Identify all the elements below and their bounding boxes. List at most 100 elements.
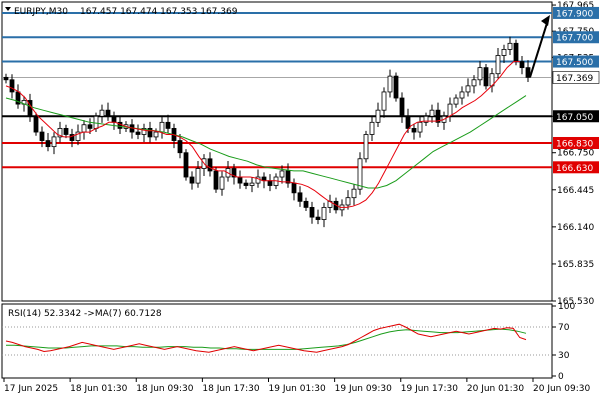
- candle-body: [399, 97, 405, 117]
- candle-body: [87, 124, 93, 129]
- candle-body: [411, 128, 417, 133]
- candle-body: [135, 131, 141, 135]
- current-price-label: 167.369: [556, 74, 593, 84]
- price-axis-tick-label: 165.835: [557, 260, 594, 270]
- candle-body: [147, 128, 153, 138]
- rsi-header: RSI(14) 52.3342 ->MA(7) 60.7128: [8, 309, 162, 319]
- candle-body: [447, 103, 453, 117]
- rsi-axis-tick-label: 30: [558, 351, 570, 361]
- rsi-ma-line: [6, 328, 527, 350]
- candle-body: [93, 115, 99, 129]
- candle-body: [423, 115, 429, 123]
- rsi-plot-layer: [2, 323, 552, 356]
- candle-body: [507, 42, 513, 50]
- candle-body: [69, 134, 75, 141]
- candle-body: [3, 76, 9, 81]
- level-label: 166.830: [556, 139, 593, 149]
- time-axis-tick-label: 19 Jun 17:30: [401, 384, 458, 394]
- rsi-line: [5, 323, 527, 353]
- price-axis-tick-label: 165.530: [557, 297, 594, 307]
- candle-body: [435, 109, 441, 123]
- candle-body: [195, 168, 201, 184]
- level-label: 167.700: [556, 34, 593, 44]
- candle-body: [141, 128, 147, 135]
- candle-body: [525, 67, 531, 78]
- candle-body: [213, 170, 219, 190]
- candle-body: [231, 168, 237, 178]
- candle-body: [321, 207, 327, 220]
- current-price-badge: [552, 71, 600, 84]
- candle-body: [495, 55, 501, 75]
- time-axis-tick-label: 19 Jun 01:30: [269, 384, 326, 394]
- candle-body: [309, 207, 315, 218]
- candle-body: [39, 131, 45, 141]
- rsi-axis-tick-label: 70: [558, 323, 570, 333]
- time-axis-tick-label: 17 Jun 2025: [4, 384, 58, 394]
- candle-body: [381, 91, 387, 111]
- price-axis-tick-label: 166.750: [557, 149, 594, 159]
- ma-fast-line: [5, 61, 520, 208]
- candle-body: [63, 128, 69, 135]
- time-axis-tick-label: 18 Jun 17:30: [202, 384, 259, 394]
- ma-slow-line: [5, 95, 527, 189]
- candle-body: [501, 49, 507, 56]
- symbol-timeframe: EURJPY,M30: [14, 7, 68, 17]
- candle-body: [513, 42, 519, 62]
- candle-body: [315, 216, 321, 220]
- candle-body: [363, 134, 369, 160]
- time-axis-tick-label: 18 Jun 01:30: [70, 384, 127, 394]
- price-axis-tick-label: 167.965: [557, 1, 594, 11]
- candle-body: [357, 158, 363, 190]
- main-plot-frame: [1, 1, 553, 302]
- time-axis-tick-label: 18 Jun 09:30: [136, 384, 193, 394]
- candle-body: [45, 140, 51, 148]
- candle-body: [249, 182, 255, 186]
- candle-body: [465, 85, 471, 93]
- main-plot-layer: [2, 11, 552, 228]
- time-axis-tick-label: 20 Jun 09:30: [533, 384, 590, 394]
- time-axis-tick-label: 20 Jun 01:30: [467, 384, 524, 394]
- time-axis-tick-label: 19 Jun 09:30: [335, 384, 392, 394]
- candle-body: [51, 136, 57, 148]
- candle-body: [33, 115, 39, 133]
- candle-body: [291, 182, 297, 194]
- candle-body: [297, 192, 303, 202]
- time-axis: 17 Jun 2025 18 Jun 01:30 18 Jun 09:30 18 Ju…: [3, 378, 590, 394]
- candle-body: [477, 67, 483, 81]
- level-label: 166.630: [556, 164, 593, 174]
- candle-body: [279, 170, 285, 178]
- candle-body: [183, 152, 189, 178]
- candle-body: [483, 67, 489, 87]
- candle-body: [345, 197, 351, 206]
- level-badge: [553, 136, 599, 149]
- projection-arrow-shaft: [529, 19, 549, 78]
- price-axis: 167.965167.750167.535167.050166.750166.4…: [552, 1, 600, 382]
- candle-body: [177, 140, 183, 154]
- candle-body: [267, 180, 273, 186]
- level-badge: [553, 161, 599, 174]
- candle-body: [387, 75, 393, 93]
- projection-arrow-head: [541, 14, 550, 26]
- chart-dropdown-icon[interactable]: [5, 7, 11, 11]
- candle-body: [243, 182, 249, 186]
- candle-body: [99, 109, 105, 117]
- candle-body: [393, 75, 399, 99]
- rsi-axis-tick-label: 100: [558, 302, 575, 312]
- candle-body: [9, 79, 15, 93]
- candle-body: [453, 97, 459, 105]
- candle-body: [429, 109, 435, 117]
- candle-body: [285, 170, 291, 184]
- candle-body: [57, 128, 63, 138]
- ohlc-values: 167.457 167.474 167.353 167.369: [80, 7, 238, 17]
- level-badge: [553, 110, 599, 123]
- level-label: 167.500: [556, 58, 593, 68]
- candle-body: [471, 79, 477, 87]
- candle-body: [165, 121, 171, 129]
- candle-body: [81, 124, 87, 133]
- candle-body: [459, 91, 465, 99]
- candle-body: [303, 200, 309, 208]
- level-badge: [553, 6, 599, 19]
- candle-body: [75, 131, 81, 141]
- candle-body: [207, 158, 213, 172]
- candle-body: [375, 109, 381, 123]
